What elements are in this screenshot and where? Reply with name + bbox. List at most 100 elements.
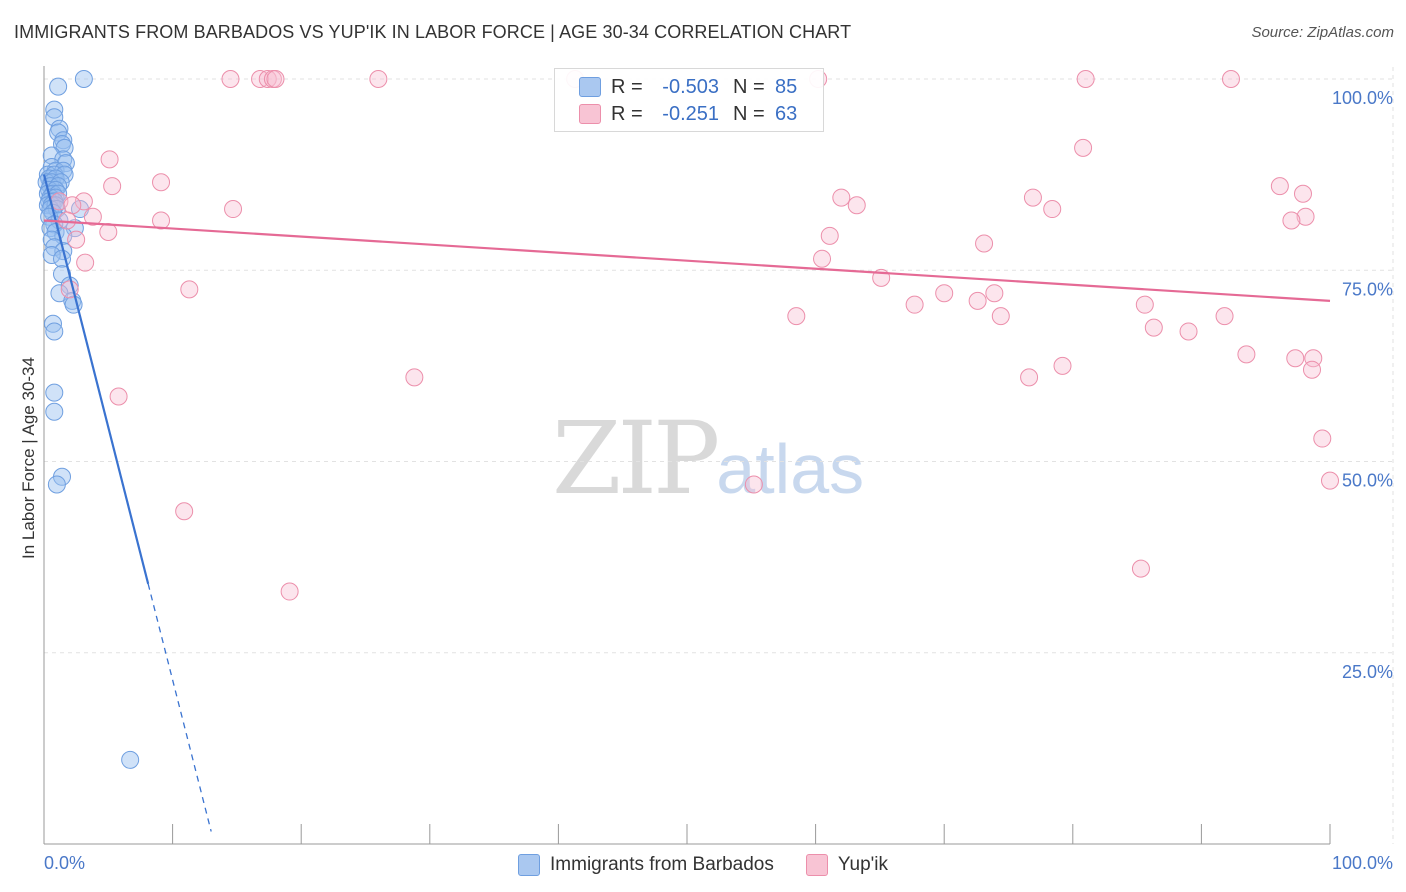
legend-label-yupik: Yup'ik — [837, 854, 888, 875]
yupik-point — [280, 582, 299, 601]
yupik-point — [935, 284, 954, 303]
yupik-point — [1043, 200, 1062, 219]
yupik-legend-swatch — [805, 854, 828, 876]
n-label: N = — [733, 102, 765, 125]
yupik-point — [180, 280, 199, 299]
yupik-point — [1282, 211, 1301, 230]
yupik-point — [985, 284, 1004, 303]
yupik-point — [1135, 295, 1154, 314]
yupik-point — [1237, 345, 1256, 364]
barbados-point — [45, 100, 64, 119]
y-tick-label: 75.0% — [1342, 279, 1393, 299]
r-value: -0.251 — [662, 102, 719, 125]
y-tick-label: 50.0% — [1342, 471, 1393, 491]
yupik-point — [1313, 429, 1332, 448]
yupik-point — [991, 307, 1010, 326]
yupik-point — [251, 70, 270, 88]
yupik-point — [1076, 70, 1095, 88]
yupik-point — [74, 192, 93, 211]
yupik-point — [1131, 559, 1150, 578]
legend-label-barbados: Immigrants from Barbados — [550, 854, 774, 875]
n-label: N = — [733, 75, 765, 98]
y-tick-label: 25.0% — [1342, 662, 1393, 682]
yupik-point — [258, 70, 277, 88]
x-tick-label-min: 0.0% — [44, 853, 85, 873]
barbados-trend-line — [42, 174, 150, 585]
yupik-point — [1304, 349, 1323, 368]
yupik-point — [1296, 207, 1315, 226]
barbados-point — [45, 383, 64, 402]
stats-legend-row-barbados: R = -0.503 N = 85 — [579, 73, 797, 101]
yupik-point — [1074, 138, 1093, 157]
yupik-point — [1215, 307, 1234, 326]
trend-lines — [42, 174, 1331, 832]
barbados-swatch — [579, 77, 601, 97]
yupik-point — [63, 196, 82, 215]
yupik-point — [1286, 349, 1305, 368]
yupik-point — [1293, 184, 1312, 203]
yupik-point — [1221, 70, 1240, 88]
yupik-point — [905, 295, 924, 314]
legend-item-barbados[interactable]: Immigrants from Barbados — [518, 854, 774, 876]
yupik-point — [266, 70, 285, 88]
yupik-point — [975, 234, 994, 253]
x-tick-label-max: 100.0% — [1332, 853, 1393, 873]
data-points — [37, 70, 1339, 769]
yupik-point — [369, 70, 388, 88]
y-tick-label: 100.0% — [1332, 88, 1393, 108]
yupik-point — [1020, 368, 1039, 387]
yupik-point — [76, 253, 95, 272]
r-label: R = — [611, 75, 643, 98]
watermark: ZIPatlas — [552, 400, 864, 517]
yupik-point — [1023, 188, 1042, 207]
yupik-point — [968, 291, 987, 310]
yupik-point — [1144, 318, 1163, 337]
yupik-point — [224, 200, 243, 219]
yupik-point — [152, 173, 171, 192]
yupik-point — [1302, 360, 1321, 379]
yupik-swatch — [579, 104, 601, 124]
axes — [43, 66, 1331, 845]
legend-item-yupik[interactable]: Yup'ik — [805, 854, 888, 876]
yupik-point — [109, 387, 128, 406]
r-value: -0.503 — [662, 75, 719, 98]
watermark-zip: ZIP — [552, 400, 720, 517]
yupik-point — [820, 226, 839, 245]
n-value: 85 — [775, 75, 798, 98]
n-value: 63 — [775, 102, 798, 125]
yupik-point — [67, 230, 86, 249]
yupik-point — [1179, 322, 1198, 341]
barbados-point — [49, 77, 68, 96]
barbados-point — [45, 322, 64, 341]
barbados-point — [74, 70, 93, 88]
yupik-point — [221, 70, 240, 88]
barbados-point — [45, 402, 64, 421]
barbados-point — [44, 314, 63, 333]
yupik-point — [1321, 471, 1339, 490]
yupik-point — [1053, 356, 1072, 375]
yupik-point — [832, 188, 851, 207]
stats-legend-row-yupik: R = -0.251 N = 63 — [579, 100, 797, 128]
yupik-point — [744, 475, 763, 494]
barbados-point — [42, 245, 61, 264]
yupik-point — [787, 307, 806, 326]
watermark-atlas: atlas — [716, 430, 865, 508]
stats-legend: R = -0.503 N = 85 R = -0.251 N = 63 — [554, 68, 824, 132]
yupik-point — [847, 196, 866, 215]
yupik-point — [813, 249, 832, 268]
yupik-point — [99, 223, 118, 241]
barbados-point — [45, 108, 64, 127]
chart-source: Source: ZipAtlas.com — [1251, 24, 1394, 41]
series-legend: Immigrants from Barbados Yup'ik — [0, 852, 1406, 878]
tick-labels: 25.0% 50.0% 75.0% 100.0% 0.0% 100.0% — [44, 88, 1393, 873]
yupik-point — [100, 150, 119, 169]
yupik-point — [175, 502, 194, 521]
yupik-point — [1270, 177, 1289, 196]
barbados-legend-swatch — [518, 854, 541, 876]
yupik-trend-line — [43, 219, 1331, 302]
yupik-point — [405, 368, 424, 387]
barbados-point — [47, 475, 66, 494]
barbados-trend-extension — [147, 583, 212, 832]
barbados-point — [121, 750, 140, 769]
